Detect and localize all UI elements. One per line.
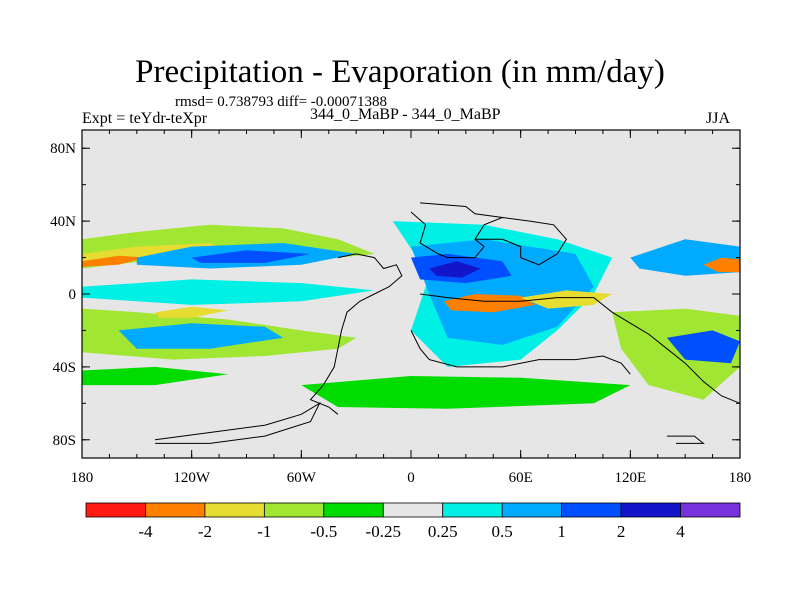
x-tick-label: 60E [509, 470, 533, 486]
region-south-yellow-patch [155, 306, 229, 318]
colorbar-label: 0.5 [492, 522, 513, 541]
region-tethys-deepblue-core [429, 261, 481, 278]
region-south-west-pacific-blue [666, 330, 740, 364]
colorbar-label: -0.5 [310, 522, 337, 541]
colorbar-label: -4 [138, 522, 153, 541]
coastline-antarctic-peninsula [155, 401, 321, 444]
x-tick-label: 180 [729, 470, 752, 486]
colorbar-swatch [263, 502, 325, 518]
y-tick-label: 80N [50, 141, 76, 157]
colorbar-swatch [501, 502, 563, 518]
paleo-coastlines [155, 202, 741, 444]
colorbar-label: -1 [257, 522, 271, 541]
colorbar-swatch [204, 502, 265, 518]
experiment-label: Expt = teYdr-teXpr [82, 110, 208, 127]
case-label: 344_0_MaBP - 344_0_MaBP [310, 106, 501, 123]
x-tick-label: 120E [614, 470, 646, 486]
colorbar-swatch [382, 502, 444, 518]
coastline-asia-coast [475, 217, 568, 266]
colorbar: -4 -2 -1 -0.5 -0.25 0.25 0.5 1 2 4 [85, 502, 741, 541]
chart-title: Precipitation - Evaporation (in mm/day) [135, 54, 665, 90]
colorbar-swatch [442, 502, 503, 518]
region-south-midlatitude-green [82, 366, 229, 386]
x-tick-label: 120W [173, 470, 211, 486]
colorbar-swatch [145, 502, 206, 518]
coastline-gondwana-east-coast [420, 293, 741, 404]
coastline-laurasia-coast [410, 202, 505, 259]
y-tick-label: 80S [53, 433, 76, 449]
colorbar-label: -2 [198, 522, 212, 541]
region-southern-ocean-green [301, 376, 631, 409]
coastline-east-pacific-island [666, 435, 705, 444]
colorbar-label: 2 [617, 522, 626, 541]
region-west-pacific-orange [703, 257, 740, 273]
colorbar-swatch [620, 502, 681, 518]
region-north-subtropic-orange [82, 255, 146, 267]
x-tick-label: 0 [407, 470, 415, 486]
colorbar-label: 4 [676, 522, 685, 541]
coastline-gondwana-south-coast [410, 330, 631, 375]
y-tick-label: 0 [69, 287, 77, 303]
region-south-pacific-blue-tongue [118, 323, 284, 349]
coastline-gondwana-west-coast [309, 253, 403, 415]
region-equatorial-cyan-band [82, 279, 375, 305]
x-tick-label: 180 [71, 470, 94, 486]
colorbar-label: -0.25 [366, 522, 401, 541]
season-label: JJA [706, 110, 731, 127]
colorbar-label: 0.25 [428, 522, 458, 541]
colorbar-swatch [561, 502, 622, 518]
colorbar-swatch [85, 502, 146, 518]
y-tick-label: 40S [53, 360, 76, 376]
region-north-pacific-darkblue-tongue [191, 250, 311, 263]
x-axis: 180 120W 60W 0 60E 120E 180 [71, 130, 752, 486]
y-tick-label: 40N [50, 214, 76, 230]
colorbar-swatch [680, 502, 741, 518]
region-equatorial-yellow-dry [520, 290, 613, 309]
colorbar-swatch [323, 502, 384, 518]
x-tick-label: 60W [287, 470, 317, 486]
y-axis: 80N 40N 0 40S 80S [50, 141, 740, 449]
region-equatorial-orange-dry [443, 294, 536, 313]
colorbar-label: 1 [557, 522, 566, 541]
rmsd-diff-stats: rmsd= 0.738793 diff= -0.00071388 [175, 94, 388, 110]
